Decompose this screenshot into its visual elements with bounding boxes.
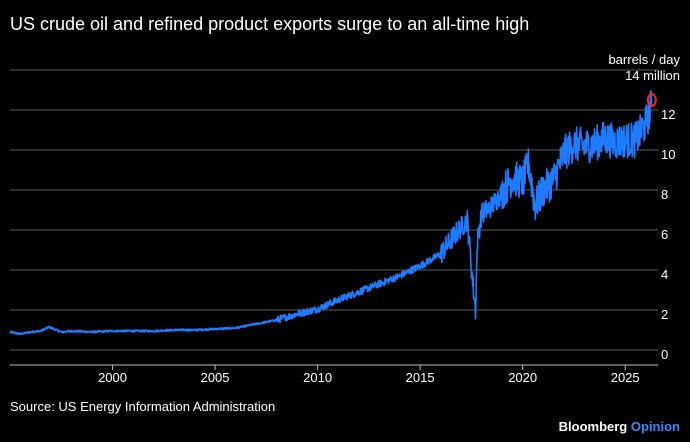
y-axis-max-label: 14 million <box>625 68 680 83</box>
y-tick-label-2: 2 <box>661 307 668 322</box>
y-tick-label-10: 10 <box>661 147 675 162</box>
y-tick-label-4: 4 <box>661 267 668 282</box>
all-time-high-marker <box>646 93 657 107</box>
source-note: Source: US Energy Information Administra… <box>10 399 276 414</box>
y-tick-label-12: 12 <box>661 107 675 122</box>
y-tick-label-0: 0 <box>661 347 668 362</box>
series-layer <box>9 90 653 336</box>
brand-name: Bloomberg <box>558 419 628 434</box>
y-axis-unit-label: barrels / day <box>608 52 680 67</box>
y-tick-label-8: 8 <box>661 187 668 202</box>
brand-suffix: Opinion <box>630 419 680 434</box>
y-tick-label-6: 6 <box>661 227 668 242</box>
series-line-exports <box>9 90 653 336</box>
x-tick-label-2025: 2025 <box>611 370 640 385</box>
x-tick-label-2020: 2020 <box>508 370 537 385</box>
brand-logo: Bloomberg Opinion <box>559 419 680 434</box>
gridlines <box>10 69 658 351</box>
highlight-layer <box>646 93 657 107</box>
chart-title: US crude oil and refined product exports… <box>10 14 530 34</box>
x-tick-label-2010: 2010 <box>303 370 332 385</box>
x-tick-label-2005: 2005 <box>201 370 230 385</box>
x-tick-label-2015: 2015 <box>406 370 435 385</box>
axes: 0 2 4 6 8 10 12 2000 2005 2010 2015 2020 2025 <box>10 107 675 385</box>
x-tick-label-2000: 2000 <box>98 370 127 385</box>
